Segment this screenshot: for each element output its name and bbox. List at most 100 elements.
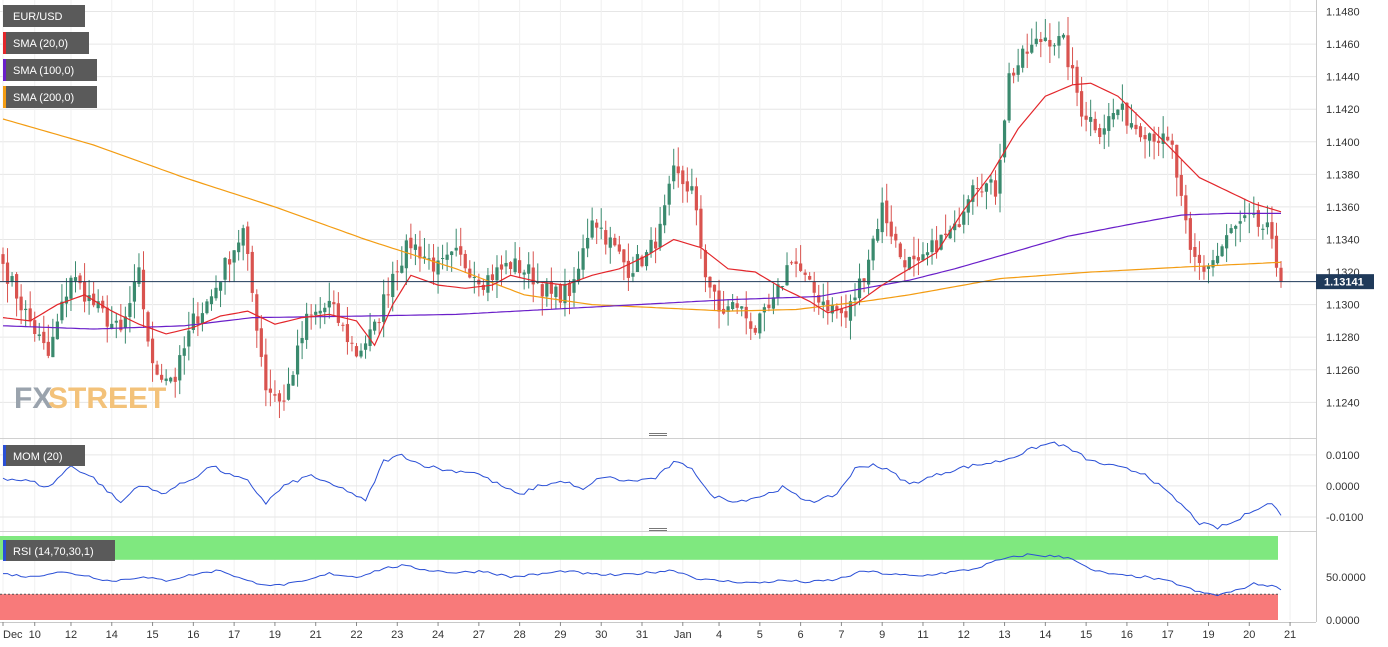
candle-body bbox=[685, 181, 689, 192]
candle-body bbox=[1116, 109, 1120, 116]
legend-pair[interactable]: EUR/USD bbox=[3, 5, 85, 27]
candle-body bbox=[617, 244, 621, 252]
candle-body bbox=[305, 313, 309, 340]
candle-body bbox=[182, 348, 186, 356]
candle-body bbox=[712, 284, 717, 292]
candle-body bbox=[753, 327, 757, 333]
time-tick-label: 14 bbox=[106, 629, 118, 641]
candle-body bbox=[1052, 45, 1057, 47]
candle-body bbox=[554, 286, 558, 297]
candle-body bbox=[286, 383, 291, 400]
candle-body bbox=[363, 343, 368, 350]
candle-body bbox=[993, 180, 998, 197]
rsi-resize-handle[interactable] bbox=[640, 525, 676, 533]
candle-body bbox=[957, 224, 961, 227]
candle-body bbox=[490, 274, 495, 281]
candle-body bbox=[998, 159, 1002, 194]
rsi-line bbox=[3, 553, 1282, 597]
candle-body bbox=[989, 179, 993, 183]
candle-body bbox=[436, 260, 440, 275]
candle-body bbox=[1021, 48, 1025, 68]
candle-body bbox=[1034, 38, 1038, 45]
candle-body bbox=[527, 264, 531, 274]
candle-body bbox=[907, 256, 911, 270]
candle-body bbox=[558, 284, 563, 303]
candle-body bbox=[323, 307, 327, 313]
legend-sma100[interactable]: SMA (100,0) bbox=[3, 59, 97, 81]
candle-body bbox=[717, 290, 721, 312]
candle-body bbox=[785, 265, 789, 286]
candle-body bbox=[794, 261, 798, 264]
time-tick-label: 30 bbox=[595, 629, 607, 641]
candle-body bbox=[101, 300, 105, 309]
candle-body bbox=[898, 243, 902, 258]
sma200-line bbox=[2, 118, 1282, 312]
time-tick-label: 4 bbox=[716, 629, 722, 641]
mom-tick-label: 0.0100 bbox=[1326, 450, 1360, 462]
candle-body bbox=[51, 336, 55, 358]
candle-body bbox=[930, 240, 934, 253]
candle-body bbox=[1170, 140, 1174, 145]
mom-line bbox=[2, 441, 1282, 530]
candle-body bbox=[749, 321, 753, 329]
legend-mom[interactable]: MOM (20) bbox=[3, 445, 85, 466]
candle-body bbox=[1193, 246, 1197, 257]
candle-body bbox=[871, 238, 875, 261]
candle-body bbox=[169, 377, 173, 382]
candle-body bbox=[1206, 266, 1211, 269]
candle-body bbox=[295, 345, 300, 375]
candle-body bbox=[400, 265, 404, 273]
candle-body bbox=[780, 286, 785, 288]
candle-body bbox=[246, 226, 250, 254]
candle-body bbox=[132, 281, 137, 302]
candle-body bbox=[518, 260, 522, 274]
candle-body bbox=[971, 185, 975, 202]
main-panel bbox=[0, 0, 1316, 430]
candle-body bbox=[1030, 44, 1034, 53]
time-tick-label: 12 bbox=[958, 629, 970, 641]
candle-body bbox=[889, 221, 893, 237]
candle-body bbox=[1079, 91, 1084, 117]
candle-body bbox=[268, 388, 272, 393]
legend-sma200[interactable]: SMA (200,0) bbox=[3, 86, 97, 108]
candle-body bbox=[1197, 254, 1202, 264]
time-tick-label: 22 bbox=[350, 629, 362, 641]
candle-body bbox=[463, 253, 467, 269]
candle-body bbox=[137, 267, 141, 284]
candle-body bbox=[613, 237, 617, 246]
candle-body bbox=[581, 248, 585, 270]
candle-body bbox=[495, 267, 499, 281]
candle-body bbox=[336, 303, 340, 323]
candle-body bbox=[1016, 65, 1020, 75]
candle-body bbox=[1089, 116, 1093, 122]
candle-body bbox=[273, 394, 277, 396]
mom-resize-handle[interactable] bbox=[640, 431, 676, 439]
candle-body bbox=[513, 258, 517, 273]
candlesticks bbox=[1, 16, 1283, 419]
candle-body bbox=[690, 186, 694, 191]
candle-body bbox=[1120, 103, 1124, 110]
time-tick-label: 12 bbox=[65, 629, 77, 641]
candle-body bbox=[227, 259, 232, 265]
candle-body bbox=[934, 240, 939, 253]
candle-body bbox=[187, 330, 191, 347]
candle-body bbox=[391, 273, 395, 298]
candle-body bbox=[459, 246, 463, 255]
candle-body bbox=[155, 364, 159, 375]
candle-body bbox=[250, 251, 254, 293]
candle-body bbox=[359, 350, 363, 357]
candle-body bbox=[830, 304, 834, 314]
candle-body bbox=[635, 254, 640, 273]
candle-body bbox=[1057, 36, 1061, 46]
legend-rsi[interactable]: RSI (14,70,30,1) bbox=[3, 540, 115, 561]
watermark-street: STREET bbox=[48, 382, 166, 415]
candle-body bbox=[1188, 218, 1192, 250]
candle-body bbox=[1138, 126, 1143, 138]
candle-body bbox=[531, 267, 535, 285]
candle-body bbox=[373, 321, 377, 331]
candle-body bbox=[1274, 235, 1279, 268]
legend-sma20[interactable]: SMA (20,0) bbox=[3, 32, 89, 54]
candle-body bbox=[1084, 115, 1088, 120]
time-tick-label: 6 bbox=[798, 629, 804, 641]
